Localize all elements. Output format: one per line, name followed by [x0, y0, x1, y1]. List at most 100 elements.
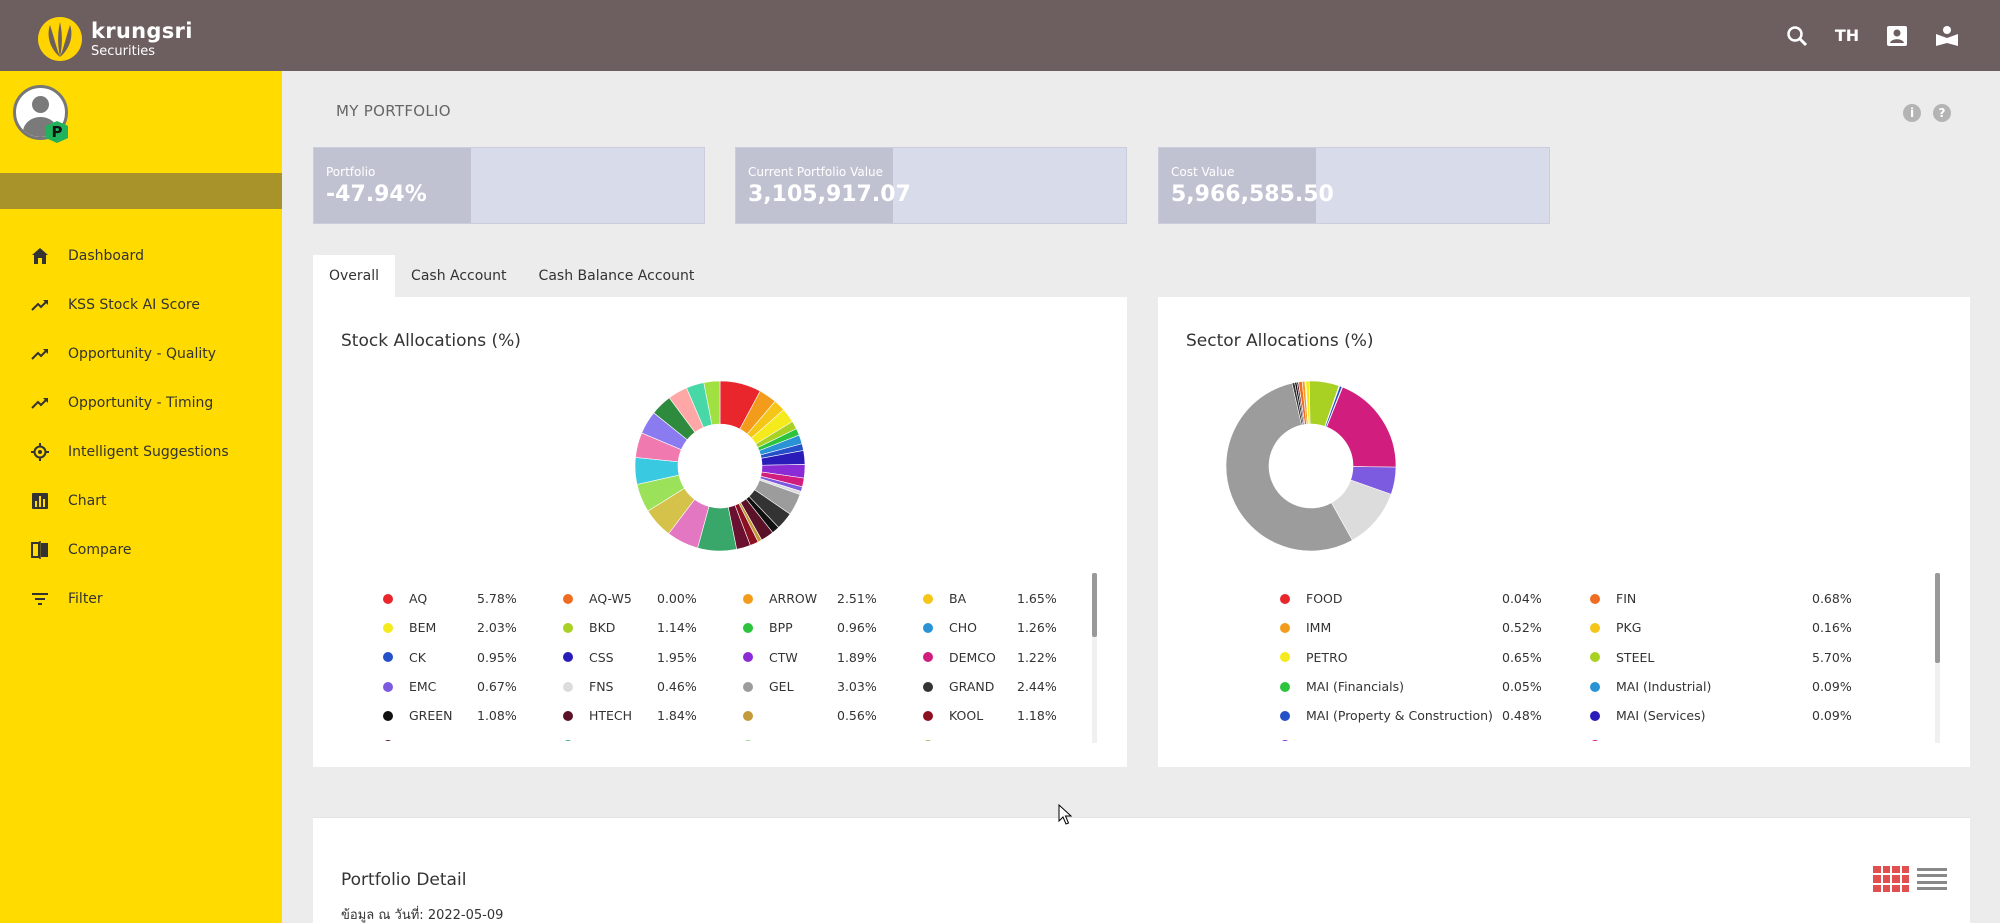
home-icon: [30, 246, 50, 266]
legend-dot: [1280, 593, 1290, 604]
legend-dot: [923, 652, 933, 663]
legend-item[interactable]: AQ-W5 0.00%: [563, 591, 743, 606]
legend-dot: [743, 710, 753, 721]
portfolio-detail-title: Portfolio Detail: [341, 870, 467, 890]
stat-value: 5,966,585.50: [1171, 182, 1334, 207]
sidebar-item-opportunity-quality[interactable]: Opportunity - Quality: [0, 329, 282, 378]
legend-item[interactable]: STEEL 5.70%: [1590, 650, 1900, 665]
legend-item[interactable]: CTW 1.89%: [743, 650, 923, 665]
legend-name: CHO: [949, 620, 977, 636]
legend-dot: [743, 740, 753, 741]
pie-slice[interactable]: [703, 380, 721, 426]
legend-item[interactable]: CHO 1.26%: [923, 620, 1103, 635]
legend-item[interactable]: GRAND 2.44%: [923, 679, 1103, 694]
filter-icon: [30, 589, 50, 609]
legend-item[interactable]: LOXLEY1.96%: [383, 738, 563, 741]
legend-item[interactable]: MBK-W30.00%: [743, 738, 923, 741]
legend-item[interactable]: CSS 1.95%: [563, 650, 743, 665]
legend-dot: [923, 681, 933, 692]
legend-item[interactable]: N/A0.00%: [1280, 738, 1590, 741]
legend-row: IMM 0.52% PKG 0.16%: [1280, 613, 1900, 642]
legend-item[interactable]: FOOD 0.04%: [1280, 591, 1590, 606]
help-icon[interactable]: ?: [1933, 104, 1951, 122]
legend-dot: [1590, 681, 1600, 692]
legend-item[interactable]: EMC 0.67%: [383, 679, 563, 694]
legend-item[interactable]: BPP 0.96%: [743, 620, 923, 635]
pie-slice[interactable]: [1296, 381, 1306, 425]
language-toggle[interactable]: TH: [1834, 26, 1860, 45]
sector-legend-scrollbar[interactable]: [1935, 573, 1940, 743]
tab-cash-balance-account[interactable]: Cash Balance Account: [538, 268, 695, 284]
info-icon[interactable]: i: [1903, 104, 1921, 122]
sidebar-item-opportunity-timing[interactable]: Opportunity - Timing: [0, 378, 282, 427]
legend-name: ARROW: [769, 591, 818, 607]
stock-legend-scrollbar[interactable]: [1092, 573, 1097, 743]
sector-legend: FOOD 0.04% FIN 0.68% IMM 0.52% PKG 0.16% PETRO 0.…: [1280, 584, 1900, 741]
tab-cash-account[interactable]: Cash Account: [411, 268, 507, 284]
legend-name: STEEL: [1616, 649, 1655, 665]
search-icon[interactable]: [1784, 23, 1810, 49]
legend-value: 0.00%: [1017, 738, 1069, 741]
avatar[interactable]: [13, 85, 68, 140]
krungsri-logo[interactable]: krungsri Securities: [38, 17, 193, 61]
contact-icon[interactable]: [1884, 23, 1910, 49]
legend-item[interactable]: MBK5.45%: [563, 738, 743, 741]
legend-value: 0.65%: [1502, 649, 1542, 665]
stat-card-current-value: Current Portfolio Value 3,105,917.07: [735, 147, 1127, 224]
legend-item[interactable]: CONMAT19.14%: [1590, 738, 1900, 741]
legend-item[interactable]: 0.56%: [743, 708, 923, 723]
grid-view-icon[interactable]: [1873, 866, 1909, 892]
legend-dot: [1590, 593, 1600, 604]
legend-item[interactable]: BKD 1.14%: [563, 620, 743, 635]
legend-item[interactable]: MAI (Services) 0.09%: [1590, 708, 1900, 723]
legend-value: 0.95%: [477, 649, 517, 665]
legend-item[interactable]: HTECH 1.84%: [563, 708, 743, 723]
sidebar-item-filter[interactable]: Filter: [0, 574, 282, 623]
legend-item[interactable]: MILL0.00%: [923, 738, 1103, 741]
legend-item[interactable]: GEL 3.03%: [743, 679, 923, 694]
legend-item[interactable]: MAI (Financials) 0.05%: [1280, 679, 1590, 694]
legend-row: LOXLEY1.96%MBK5.45%MBK-W30.00%MILL0.00%: [383, 730, 1103, 741]
sidebar-item-compare[interactable]: Compare: [0, 525, 282, 574]
legend-item[interactable]: MAI (Property & Construction) 0.48%: [1280, 708, 1590, 723]
legend-item[interactable]: BEM 2.03%: [383, 620, 563, 635]
legend-dot: [383, 622, 393, 633]
tab-overall[interactable]: Overall: [313, 255, 396, 297]
legend-item[interactable]: AQ 5.78%: [383, 591, 563, 606]
legend-dot: [1280, 622, 1290, 633]
book-icon[interactable]: [1934, 23, 1960, 49]
legend-value: 3.03%: [837, 679, 877, 695]
legend-value: 0.09%: [1812, 708, 1852, 724]
legend-item[interactable]: DEMCO 1.22%: [923, 650, 1103, 665]
page-title: MY PORTFOLIO: [336, 102, 451, 120]
sidebar-item-dashboard[interactable]: Dashboard: [0, 231, 282, 280]
legend-item[interactable]: MAI (Industrial) 0.09%: [1590, 679, 1900, 694]
legend-item[interactable]: FIN 0.68%: [1590, 591, 1900, 606]
legend-value: 0.96%: [837, 620, 877, 636]
trending-up-icon: [30, 393, 50, 413]
sidebar-item-intelligent-suggestions[interactable]: Intelligent Suggestions: [0, 427, 282, 476]
legend-item[interactable]: BA 1.65%: [923, 591, 1103, 606]
legend-dot: [743, 593, 753, 604]
sidebar-item-label: Chart: [68, 492, 107, 509]
stock-allocations-panel: Stock Allocations (%) AQ 5.78% AQ-W5 0.00% A…: [313, 297, 1127, 767]
legend-item[interactable]: FNS 0.46%: [563, 679, 743, 694]
sidebar-nav: Dashboard KSS Stock AI Score Opportunity…: [0, 231, 282, 623]
legend-item[interactable]: KOOL 1.18%: [923, 708, 1103, 723]
brand-subtitle: Securities: [91, 43, 156, 59]
legend-item[interactable]: PKG 0.16%: [1590, 620, 1900, 635]
sidebar-item-ai-score[interactable]: KSS Stock AI Score: [0, 280, 282, 329]
pie-slice[interactable]: [1225, 382, 1353, 552]
sidebar-item-label: Intelligent Suggestions: [68, 443, 229, 460]
list-view-icon[interactable]: [1917, 866, 1947, 892]
target-icon: [30, 442, 50, 462]
legend-item[interactable]: IMM 0.52%: [1280, 620, 1590, 635]
legend-item[interactable]: GREEN 1.08%: [383, 708, 563, 723]
profile-badge: P: [46, 121, 68, 143]
legend-item[interactable]: PETRO 0.65%: [1280, 650, 1590, 665]
legend-value: 1.08%: [477, 708, 517, 724]
legend-item[interactable]: CK 0.95%: [383, 650, 563, 665]
sidebar-item-chart[interactable]: Chart: [0, 476, 282, 525]
legend-item[interactable]: ARROW 2.51%: [743, 591, 923, 606]
legend-name: GRAND: [949, 679, 995, 695]
